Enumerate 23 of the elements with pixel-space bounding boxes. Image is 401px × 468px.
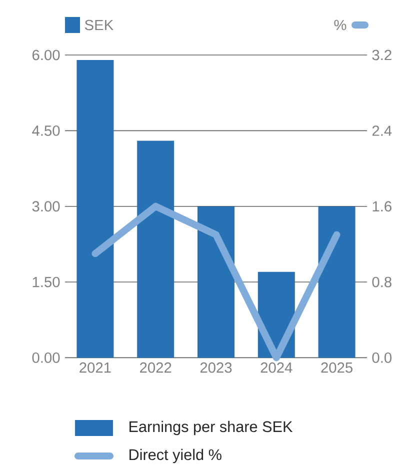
x-tick-label: 2025 bbox=[321, 362, 352, 373]
y-tick-label: 0.00 bbox=[32, 352, 60, 363]
y2-tick-label: 3.2 bbox=[372, 50, 392, 60]
x-tick-label: 2022 bbox=[140, 362, 172, 373]
y2-axis-title: % bbox=[334, 20, 346, 30]
bar bbox=[137, 140, 174, 358]
bar bbox=[318, 206, 356, 358]
y-tick-label: 1.50 bbox=[32, 276, 60, 288]
y2-tick-label: 2.4 bbox=[372, 126, 392, 136]
y2-tick-label: 1.6 bbox=[372, 201, 392, 212]
y2-tick-label: 0.0 bbox=[372, 352, 392, 363]
y-tick-label: 4.50 bbox=[32, 126, 60, 136]
y-tick-label: 3.00 bbox=[32, 201, 60, 212]
legend-label: Earnings per share SEK bbox=[130, 420, 293, 436]
x-tick-label: 2024 bbox=[260, 362, 292, 373]
y-axis-title: SEK bbox=[84, 20, 114, 30]
bar bbox=[76, 60, 114, 358]
y-tick-label: 6.00 bbox=[32, 50, 60, 60]
x-tick-label: 2023 bbox=[200, 362, 232, 373]
x-tick-label: 2021 bbox=[80, 362, 111, 373]
legend-label: Direct yield % bbox=[130, 448, 222, 464]
bar bbox=[197, 206, 234, 358]
y2-tick-label: 0.8 bbox=[372, 276, 392, 288]
